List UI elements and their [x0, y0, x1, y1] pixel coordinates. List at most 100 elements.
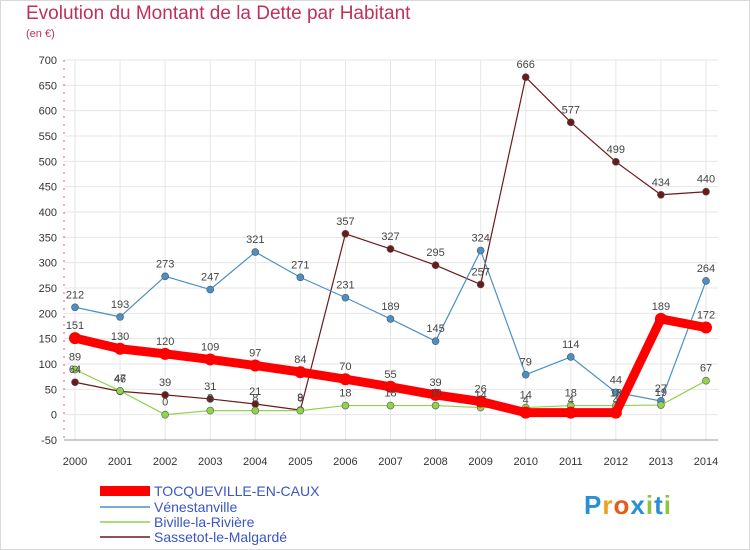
y-tick-label: 700	[39, 55, 57, 67]
y-tick-label: 600	[39, 106, 57, 118]
x-tick-label: 2013	[649, 456, 673, 468]
data-point	[431, 401, 440, 410]
legend-entry: Sassetot-le-Malgardé	[154, 529, 287, 545]
data-label: 18	[384, 388, 396, 400]
y-tick-label: 0	[51, 410, 57, 422]
data-label: 4	[568, 395, 574, 407]
data-label: 18	[339, 388, 351, 400]
data-point	[161, 410, 169, 419]
data-label: 257	[471, 266, 489, 278]
y-tick-label: 50	[45, 384, 57, 396]
data-label: 151	[66, 320, 84, 332]
data-label: 8	[297, 393, 303, 405]
data-point	[71, 303, 79, 312]
data-point	[657, 401, 665, 409]
y-tick-label: -50	[41, 435, 57, 447]
data-point	[429, 388, 442, 401]
data-point	[116, 387, 124, 395]
data-point	[609, 406, 622, 419]
data-point	[116, 313, 124, 321]
data-label: 499	[607, 144, 625, 156]
data-label: 39	[159, 377, 171, 389]
x-tick-label: 2001	[108, 456, 132, 468]
data-label: 109	[201, 341, 219, 353]
data-label: 434	[652, 177, 670, 189]
data-label: 212	[66, 289, 84, 301]
legend-entry: Vénestanville	[154, 499, 237, 515]
data-point	[612, 158, 620, 166]
data-label: 55	[384, 369, 396, 381]
chart-unit: (en €)	[26, 28, 55, 40]
data-label: 97	[249, 348, 261, 360]
data-label: 271	[291, 259, 309, 271]
data-point	[251, 406, 260, 415]
data-point	[700, 321, 712, 334]
data-point	[386, 315, 395, 323]
data-label: 9	[297, 392, 303, 404]
data-point	[476, 246, 485, 255]
data-point	[564, 406, 577, 419]
data-label: 8	[252, 393, 258, 405]
data-label: 666	[517, 59, 535, 71]
data-label: 440	[697, 174, 715, 186]
y-tick-label: 650	[39, 80, 57, 92]
data-label: 31	[204, 381, 216, 393]
data-point	[206, 395, 215, 403]
data-point	[296, 406, 305, 415]
data-label: 18	[565, 388, 577, 400]
data-label: 4	[523, 395, 529, 407]
data-point	[161, 272, 169, 281]
y-tick-label: 100	[39, 359, 57, 371]
data-label: 18	[429, 388, 441, 400]
data-point	[386, 401, 395, 410]
chart-title: Evolution du Montant de la Dette par Hab…	[26, 3, 411, 24]
data-label: 27	[655, 383, 667, 395]
data-point	[654, 312, 667, 325]
data-label: 120	[156, 336, 174, 348]
data-label: 4	[613, 395, 619, 407]
data-point	[474, 395, 487, 408]
data-label: 21	[249, 386, 261, 398]
data-point	[204, 353, 217, 366]
y-tick-label: 150	[39, 334, 57, 346]
x-tick-label: 2002	[153, 456, 177, 468]
x-tick-label: 2014	[694, 456, 718, 468]
data-label: 18	[610, 388, 622, 400]
data-point	[521, 73, 530, 82]
x-tick-label: 2007	[378, 456, 402, 468]
data-label: 130	[111, 331, 129, 343]
data-point	[69, 332, 81, 345]
x-tick-label: 2003	[198, 456, 222, 468]
data-label: 327	[381, 231, 399, 243]
data-label: 64	[69, 364, 81, 376]
data-point	[341, 401, 350, 410]
data-label: 26	[475, 383, 487, 395]
y-tick-label: 450	[39, 182, 57, 194]
data-point	[159, 347, 172, 360]
data-label: 79	[520, 357, 532, 369]
x-tick-label: 2000	[63, 456, 87, 468]
data-point	[521, 370, 530, 379]
data-label: 8	[207, 393, 213, 405]
x-tick-label: 2008	[423, 456, 447, 468]
data-label: 324	[471, 233, 489, 245]
data-label: 84	[294, 354, 306, 366]
data-label: 39	[429, 377, 441, 389]
data-point	[251, 248, 260, 256]
y-tick-label: 350	[39, 232, 57, 244]
data-point	[386, 245, 395, 253]
data-point	[296, 273, 305, 282]
data-point	[476, 280, 485, 289]
data-point	[206, 285, 215, 294]
data-label: 321	[246, 234, 264, 246]
data-point	[702, 277, 710, 285]
data-label: 273	[156, 258, 174, 270]
data-point	[702, 376, 710, 385]
data-label: 295	[426, 247, 444, 259]
data-label: 19	[655, 387, 667, 399]
data-point	[249, 359, 262, 372]
data-point	[431, 337, 440, 346]
data-point	[657, 190, 665, 199]
x-tick-label: 2009	[468, 456, 492, 468]
x-tick-label: 2005	[288, 456, 312, 468]
